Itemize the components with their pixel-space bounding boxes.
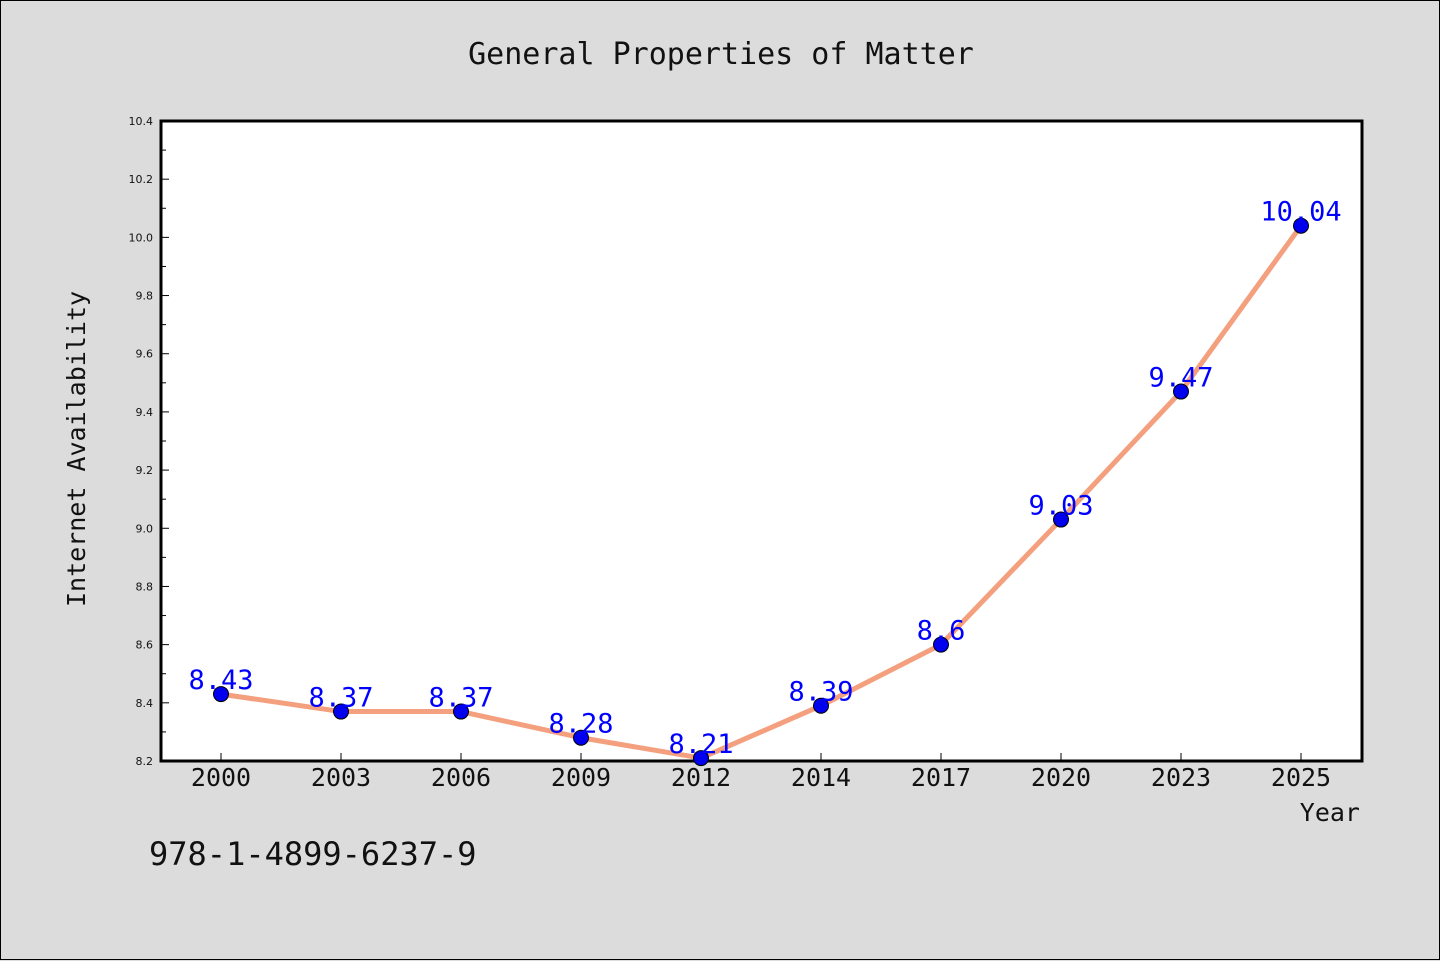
data-point xyxy=(813,697,829,714)
y-tick-label: 9.6 xyxy=(136,348,154,361)
data-label: 8.43 xyxy=(188,665,253,696)
y-tick-label: 9.8 xyxy=(136,290,154,303)
y-axis-label: Internet Availability xyxy=(62,291,91,607)
data-point xyxy=(213,686,229,703)
data-point xyxy=(693,750,709,767)
data-label: 8.21 xyxy=(668,729,733,760)
data-point xyxy=(1173,383,1189,400)
x-axis: 2000 2003 2006 2009 2012 2014 2017 2020 2023 2025 xyxy=(191,753,1331,792)
series-layer: 8.43 8.37 8.37 8.28 8.21 8.39 8.6 9.03 9.47 10.04 xyxy=(188,197,1342,767)
data-label: 8.37 xyxy=(428,683,493,714)
data-label: 9.47 xyxy=(1148,363,1213,394)
data-point xyxy=(1293,217,1309,234)
y-tick-label: 9.0 xyxy=(136,522,154,535)
y-tick-label: 8.2 xyxy=(136,755,154,768)
x-axis-label: Year xyxy=(1300,798,1360,827)
data-point xyxy=(453,703,469,720)
x-tick-label: 2014 xyxy=(791,763,851,792)
data-point xyxy=(1053,511,1069,528)
y-axis: 8.2 8.4 8.6 8.8 9.0 9.2 9.4 9.6 9.8 10.0 10.2 10.4 xyxy=(129,115,169,768)
y-tick-label: 10.4 xyxy=(129,115,154,128)
x-tick-label: 2012 xyxy=(671,763,731,792)
y-tick-label: 10.0 xyxy=(129,231,154,244)
data-label: 9.03 xyxy=(1028,491,1093,522)
x-tick-label: 2017 xyxy=(911,763,971,792)
data-label: 10.04 xyxy=(1260,197,1341,228)
y-tick-label: 8.8 xyxy=(136,580,154,593)
data-label: 8.6 xyxy=(917,616,966,647)
isbn-text: 978-1-4899-6237-9 xyxy=(149,835,477,873)
y-tick-label: 9.2 xyxy=(136,464,154,477)
x-tick-label: 2025 xyxy=(1271,763,1331,792)
data-label: 8.39 xyxy=(788,677,853,708)
y-tick-label: 8.4 xyxy=(136,697,154,710)
y-tick-label: 9.4 xyxy=(136,406,154,419)
data-label: 8.37 xyxy=(308,683,373,714)
data-point xyxy=(933,636,949,653)
x-tick-label: 2006 xyxy=(431,763,491,792)
data-label: 8.28 xyxy=(548,709,613,740)
series-line xyxy=(218,223,1304,761)
y-tick-label: 8.6 xyxy=(136,639,154,652)
plot-area xyxy=(159,119,1364,763)
x-tick-label: 2009 xyxy=(551,763,611,792)
y-tick-label: 10.2 xyxy=(129,173,154,186)
data-point xyxy=(333,703,349,720)
x-tick-label: 2000 xyxy=(191,763,251,792)
x-tick-label: 2003 xyxy=(311,763,371,792)
x-tick-label: 2023 xyxy=(1151,763,1211,792)
x-tick-label: 2020 xyxy=(1031,763,1091,792)
chart-title: General Properties of Matter xyxy=(468,37,974,72)
data-point xyxy=(573,729,589,746)
